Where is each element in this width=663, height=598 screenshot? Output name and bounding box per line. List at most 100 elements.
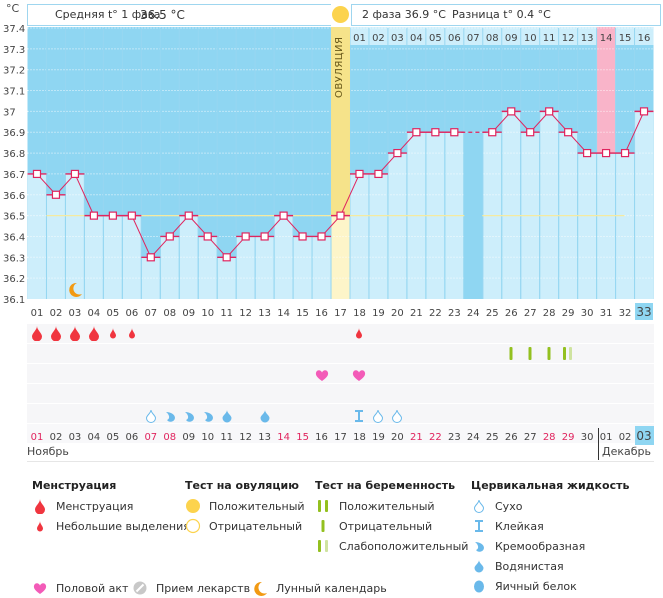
temperature-bar <box>122 215 141 299</box>
cervical-creamy-icon[interactable] <box>198 406 217 425</box>
post-ovulation-day-label: 11 <box>543 33 556 44</box>
temperature-bar <box>160 236 179 299</box>
cycle-day-label: 31 <box>600 308 613 319</box>
calendar-date[interactable]: 17 <box>334 432 347 443</box>
calendar-date[interactable]: 03 <box>634 426 654 445</box>
calendar-date[interactable]: 08 <box>163 432 177 443</box>
legend-title: Менструация <box>32 479 117 492</box>
temperature-bar <box>597 153 616 299</box>
calendar-date[interactable]: 12 <box>239 432 253 443</box>
pregnancy-weak-icon[interactable] <box>559 344 578 363</box>
calendar-date[interactable]: 05 <box>106 432 120 443</box>
menstruation-heavy-icon[interactable] <box>84 324 103 343</box>
calendar-date[interactable]: 21 <box>410 432 423 443</box>
calendar-date[interactable]: 28 <box>542 432 556 443</box>
pregnancy-negative-icon[interactable] <box>521 344 540 363</box>
menstruation-heavy-icon[interactable] <box>28 324 47 343</box>
calendar-date[interactable]: 14 <box>277 432 290 443</box>
cervical-eggwhite-icon <box>471 578 487 594</box>
calendar-date[interactable]: 10 <box>201 432 215 443</box>
temperature-point <box>260 232 269 241</box>
calendar-date[interactable]: 24 <box>466 432 480 443</box>
legend-item: Слабоположительный <box>315 536 468 556</box>
calendar-date[interactable]: 03 <box>68 432 82 443</box>
bbt-chart: 01 02 03 04 05 06 07 08 09 10 11 12 13 14 15 16 37.4 37.3… <box>3 24 654 320</box>
cycle-day-label: 04 <box>88 308 101 319</box>
menstruation-light-icon[interactable] <box>350 324 369 343</box>
calendar-date[interactable]: 16 <box>315 432 328 443</box>
cycle-day-label: 17 <box>334 308 347 319</box>
temperature-bar <box>103 215 122 299</box>
calendar-date[interactable]: 13 <box>258 432 271 443</box>
cervical-dry-icon[interactable] <box>369 406 388 425</box>
calendar-date[interactable]: 09 <box>182 432 196 443</box>
calendar-date[interactable]: 01 <box>30 432 44 443</box>
drop-heavy-icon <box>32 498 48 514</box>
pregnancy-negative-icon[interactable] <box>540 344 559 363</box>
ovulation-positive-icon <box>185 498 201 514</box>
cycle-day-label: 07 <box>144 308 157 319</box>
heart-icon <box>32 580 48 596</box>
legend-label: Положительный <box>339 499 435 513</box>
cervical-watery-icon[interactable] <box>255 406 274 425</box>
calendar-date[interactable]: 07 <box>144 432 158 443</box>
cycle-day-label: 08 <box>163 308 176 319</box>
cervical-dry-icon[interactable] <box>388 406 407 425</box>
menstruation-light-icon[interactable] <box>103 324 122 343</box>
cycle-day-label: 11 <box>220 308 233 319</box>
temperature-bar <box>616 153 635 299</box>
temperature-point <box>450 128 459 137</box>
calendar-date[interactable]: 25 <box>485 432 499 443</box>
pregnancy-negative-icon[interactable] <box>502 344 521 363</box>
calendar-date[interactable]: 15 <box>296 432 309 443</box>
pill-icon <box>132 580 148 596</box>
cycle-day-label: 03 <box>69 308 82 319</box>
calendar-date[interactable]: 29 <box>561 432 575 443</box>
calendar-date[interactable]: 20 <box>391 432 404 443</box>
temperature-bar <box>369 173 388 299</box>
post-ovulation-day-label: 10 <box>524 33 537 44</box>
calendar-date[interactable]: 22 <box>428 432 442 443</box>
temperature-point <box>127 211 136 220</box>
menstruation-heavy-icon[interactable] <box>65 324 84 343</box>
legend-label: Слабоположительный <box>339 539 469 553</box>
temperature-bar <box>350 173 369 299</box>
calendar-date[interactable]: 19 <box>372 432 385 443</box>
calendar-date[interactable]: 30 <box>580 432 594 443</box>
legend-label: Отрицательный <box>209 519 303 533</box>
heart-icon[interactable] <box>350 366 369 385</box>
calendar-date[interactable]: 26 <box>504 432 518 443</box>
heart-icon[interactable] <box>312 366 331 385</box>
calendar-date[interactable]: 01 <box>599 432 613 443</box>
cycle-day-label: 26 <box>505 308 518 319</box>
temperature-point <box>374 169 383 179</box>
calendar-date[interactable]: 18 <box>353 432 366 443</box>
legend-item: Клейкая <box>471 516 629 536</box>
calendar-date[interactable]: 04 <box>87 432 101 443</box>
cervical-creamy-icon[interactable] <box>160 406 179 425</box>
calendar-date[interactable]: 27 <box>523 432 537 443</box>
y-tick-label: 37.2 <box>3 66 25 77</box>
drop-light-icon <box>32 518 48 534</box>
cervical-sticky-icon[interactable] <box>350 406 369 425</box>
cervical-creamy-icon[interactable] <box>179 406 198 425</box>
menstruation-light-icon[interactable] <box>122 324 141 343</box>
calendar-date[interactable]: 02 <box>49 432 63 443</box>
temperature-bar <box>236 236 255 299</box>
menstruation-heavy-icon[interactable] <box>46 324 65 343</box>
cervical-watery-icon[interactable] <box>217 406 236 425</box>
legend-label: Половой акт <box>56 581 129 595</box>
legend-item: Водянистая <box>471 556 629 576</box>
cycle-day-label: 23 <box>448 308 461 319</box>
post-ovulation-day-label: 13 <box>581 33 594 44</box>
calendar-date[interactable]: 02 <box>618 432 632 443</box>
cycle-day-label: 32 <box>619 308 632 319</box>
phase1-header: Средняя t° 1 фаза 36.5 °C <box>27 4 331 26</box>
temperature-bar <box>331 215 350 299</box>
calendar-date[interactable]: 06 <box>125 432 139 443</box>
calendar-date[interactable]: 23 <box>447 432 461 443</box>
cervical-dry-icon[interactable] <box>141 406 160 425</box>
calendar-date[interactable]: 11 <box>220 432 234 443</box>
temperature-bar <box>217 257 236 299</box>
temperature-unit: °C <box>6 2 20 15</box>
